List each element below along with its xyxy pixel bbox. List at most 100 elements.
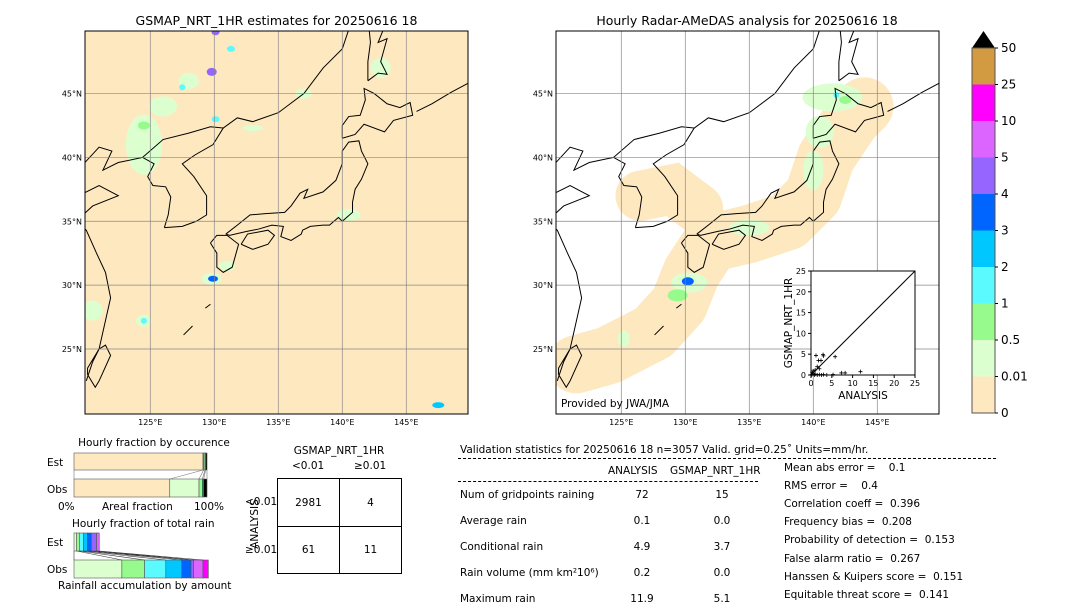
stat-row-label: Conditional rain [460, 541, 544, 553]
rain-area [140, 317, 147, 324]
connector-line [83, 550, 166, 561]
rain-area [219, 260, 236, 271]
radar-coverage [556, 77, 894, 394]
rain-area [149, 96, 178, 117]
coastline-kurils [416, 82, 468, 112]
lat-tick-label: 30°N [533, 281, 553, 290]
obs-label-2: Obs [47, 564, 68, 576]
scatter-point [815, 364, 820, 369]
coastline-ryukyu [183, 325, 193, 336]
connector-line [198, 469, 204, 480]
rain-area [805, 115, 834, 148]
coastline-china2 [556, 146, 614, 172]
obs-rain-segment [190, 559, 194, 579]
connector-line [169, 469, 204, 480]
lon-tick-label: 145°E [394, 418, 418, 427]
colorbar-label: 50 [1001, 41, 1016, 55]
rain-area [211, 31, 220, 36]
rain-area [179, 84, 186, 91]
contingency-table: 2981 4 61 11 [277, 478, 402, 574]
colorbar-label: 5 [1001, 151, 1009, 165]
scatter-point [858, 369, 863, 374]
est-label-2: Est [47, 537, 64, 549]
x-tick-label: 0 [808, 379, 813, 388]
accumulation-label: Rainfall accumulation by amount [58, 580, 232, 592]
coastline-kyushu [210, 234, 240, 273]
scatter-point [821, 372, 826, 377]
stat-row-analysis: 4.9 [633, 541, 651, 553]
row-header-1: ≥0.01 [245, 544, 278, 556]
rain-area [617, 330, 630, 347]
obs-occurrence-segment [198, 478, 203, 498]
connector-line [79, 550, 145, 561]
colorbar-label: 0.5 [1001, 333, 1020, 347]
coastline-taiwan [558, 344, 583, 389]
score-line: Mean abs error = 0.1 [784, 462, 906, 474]
y-tick-label: 20 [796, 288, 806, 297]
lon-tick-label: 135°E [737, 418, 761, 427]
colorbar-segment [972, 267, 995, 304]
connector-line [202, 469, 206, 480]
x-tick-label: 20 [889, 379, 899, 388]
colorbar-segment [972, 194, 995, 231]
diagonal-line [810, 270, 916, 376]
total-rain-title: Hourly fraction of total rain [72, 518, 215, 530]
connector-line [87, 550, 182, 561]
scatter-point [831, 372, 836, 377]
lat-tick-label: 25°N [533, 345, 553, 354]
table-title: GSMAP_NRT_1HR [293, 445, 385, 457]
colorbar-label: 3 [1001, 224, 1009, 238]
right-map-title: Hourly Radar-AMeDAS analysis for 2025061… [596, 13, 898, 28]
obs-rain-segment [73, 559, 123, 579]
rain-area [370, 58, 391, 79]
lon-tick-label: 125°E [609, 418, 633, 427]
colorbar-label: 0.01 [1001, 370, 1028, 384]
est-rain-segment [90, 532, 97, 552]
map-layers [556, 31, 939, 394]
connector-line [203, 469, 206, 480]
lat-tick-label: 25°N [62, 345, 82, 354]
xtick-100: 100% [194, 501, 225, 513]
coastline-ryukyu [654, 325, 664, 336]
coastline-kyushu [681, 234, 711, 273]
score-line: False alarm ratio = 0.267 [784, 552, 921, 565]
colorbar-segment [972, 340, 995, 377]
rain-area [839, 95, 852, 104]
score-line: Probability of detection = 0.153 [784, 534, 955, 547]
est-rain-segment [73, 532, 77, 552]
x-tick-label: 25 [910, 379, 920, 388]
stat-row-label: Rain volume (mm km²10⁶) [460, 567, 599, 579]
colorbar-label: 0 [1001, 406, 1009, 420]
left-map: 125°E 130°E 135°E 140°E 145°E 45°N 40°N 35°N 30°… [62, 30, 469, 427]
lon-tick-label: 145°E [865, 418, 889, 427]
connector-line [99, 550, 204, 561]
obs-rain-segment [193, 559, 204, 579]
colorbar-label: 25 [1001, 78, 1016, 92]
coastline-honshu [696, 140, 840, 241]
scatter-point [809, 372, 814, 377]
scatter-point [824, 373, 829, 377]
scatter-point [813, 372, 818, 377]
xtick-0: 0% [58, 501, 75, 513]
scatter-point [818, 358, 823, 363]
scatter-point [815, 373, 820, 377]
stat-row-gsmap: 0.0 [713, 567, 731, 579]
rain-area [226, 45, 235, 52]
coastline-taiwan [87, 344, 112, 389]
scatter-point [817, 372, 822, 377]
coastline-china2 [85, 146, 143, 172]
lat-tick-label: 45°N [533, 90, 553, 99]
stats-header: Validation statistics for 20250616 18 n=… [460, 444, 869, 456]
obs-occurrence-segment [203, 478, 208, 498]
obs-occurrence-segment [73, 478, 171, 498]
coastline-ryukyu2 [205, 303, 211, 309]
map-frame [555, 30, 940, 415]
colorbar: 0 0.01 0.5 1 2 3 4 5 10 25 50 [971, 31, 1028, 420]
scatter-point [813, 353, 818, 358]
coastline-hokkaido [341, 87, 414, 139]
rain-area [211, 116, 220, 123]
lat-tick-label: 35°N [533, 217, 553, 226]
coastline-korea [141, 126, 225, 229]
x-tick-label: 15 [868, 379, 878, 388]
